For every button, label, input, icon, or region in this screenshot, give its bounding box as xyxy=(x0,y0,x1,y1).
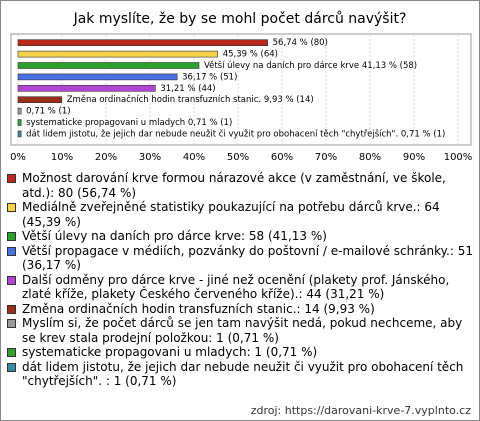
legend-label: Možnost darování krve formou nárazové ak… xyxy=(22,171,446,200)
x-tick-label: 90% xyxy=(403,152,425,163)
x-tick-label: 50% xyxy=(227,152,249,163)
legend-label: Myslím si, že počet dárců se jen tam nav… xyxy=(22,316,463,345)
value-label: Větší úlevy na daních pro dárce krve 41,… xyxy=(204,60,417,71)
value-label: 31,21 % (44) xyxy=(160,84,215,94)
bar xyxy=(17,130,22,138)
legend-item: Větší úlevy na daních pro dárce krve: 58… xyxy=(7,229,473,244)
plot: Jak myslíte, že by se mohl počet dárců n… xyxy=(10,11,473,163)
legend-label: Změna ordinačních hodin transfuzních sta… xyxy=(22,301,375,316)
bar xyxy=(17,39,268,47)
legend-item: Další odměny pro dárce krve - jiné než o… xyxy=(7,273,473,302)
legend-swatch xyxy=(7,232,16,241)
value-label: dát lidem jistotu, že jejich dar nebude … xyxy=(26,128,445,139)
bar xyxy=(17,73,178,81)
x-tick-label: 70% xyxy=(315,152,337,163)
legend-swatch xyxy=(7,362,16,372)
legend-swatch xyxy=(7,174,16,183)
bar xyxy=(17,107,22,115)
x-tick-label: 40% xyxy=(183,152,205,163)
legend-swatch xyxy=(7,275,16,285)
bar xyxy=(17,50,219,58)
value-label: 56,74 % (80) xyxy=(273,38,328,48)
x-tick-label: 10% xyxy=(51,152,73,163)
legend-label: Další odměny pro dárce krve - jiné než o… xyxy=(22,272,450,302)
x-tick-label: 80% xyxy=(359,152,381,163)
value-label: systematicke propagovani u mladych 0,71 … xyxy=(26,118,232,128)
legend: Možnost darování krve formou nárazové ak… xyxy=(7,171,473,389)
value-label: Změna ordinačních hodin transfuzních sta… xyxy=(67,94,314,105)
legend-label: Mediálně zveřejněné statistiky poukazují… xyxy=(22,200,440,229)
legend-label: Větší propagace v médiích, pozvánky do p… xyxy=(22,243,474,273)
source: zdroj: https://darovani-krve-7.vyplnto.c… xyxy=(250,404,471,417)
value-label: 45,39 % (64) xyxy=(223,50,278,60)
legend-item: Změna ordinačních hodin transfuzních sta… xyxy=(7,302,473,317)
legend-item: Myslím si, že počet dárců se jen tam nav… xyxy=(7,316,473,345)
legend-item: Větší propagace v médiích, pozvánky do p… xyxy=(7,244,473,273)
value-label: 36,17 % (51) xyxy=(182,72,237,82)
x-tick-label: 0% xyxy=(10,152,26,163)
legend-item: Mediálně zveřejněné statistiky poukazují… xyxy=(7,200,473,229)
bar xyxy=(17,62,200,69)
x-tick-label: 30% xyxy=(139,152,161,163)
bar xyxy=(17,85,156,92)
legend-swatch xyxy=(7,203,16,212)
legend-swatch xyxy=(7,304,16,314)
legend-label: Větší úlevy na daních pro dárce krve: 58… xyxy=(22,229,327,243)
value-label: 0,71 % (1) xyxy=(26,107,70,117)
legend-item: systematicke propagovani u mladych: 1 (0… xyxy=(7,345,473,360)
legend-swatch xyxy=(7,246,16,256)
legend-item: dát lidem jistotu, že jejich dar nebude … xyxy=(7,360,473,389)
x-tick-label: 60% xyxy=(271,152,293,163)
legend-label: dát lidem jistotu, že jejich dar nebude … xyxy=(22,359,464,389)
bar xyxy=(17,96,62,103)
legend-item: Možnost darování krve formou nárazové ak… xyxy=(7,171,473,200)
legend-swatch xyxy=(7,319,16,328)
bar xyxy=(17,119,22,126)
chart-title: Jak myslíte, že by se mohl počet dárců n… xyxy=(73,11,407,27)
legend-swatch xyxy=(7,348,16,357)
x-tick-label: 100% xyxy=(444,152,473,163)
x-tick-label: 20% xyxy=(95,152,117,163)
legend-label: systematicke propagovani u mladych: 1 (0… xyxy=(22,345,318,359)
